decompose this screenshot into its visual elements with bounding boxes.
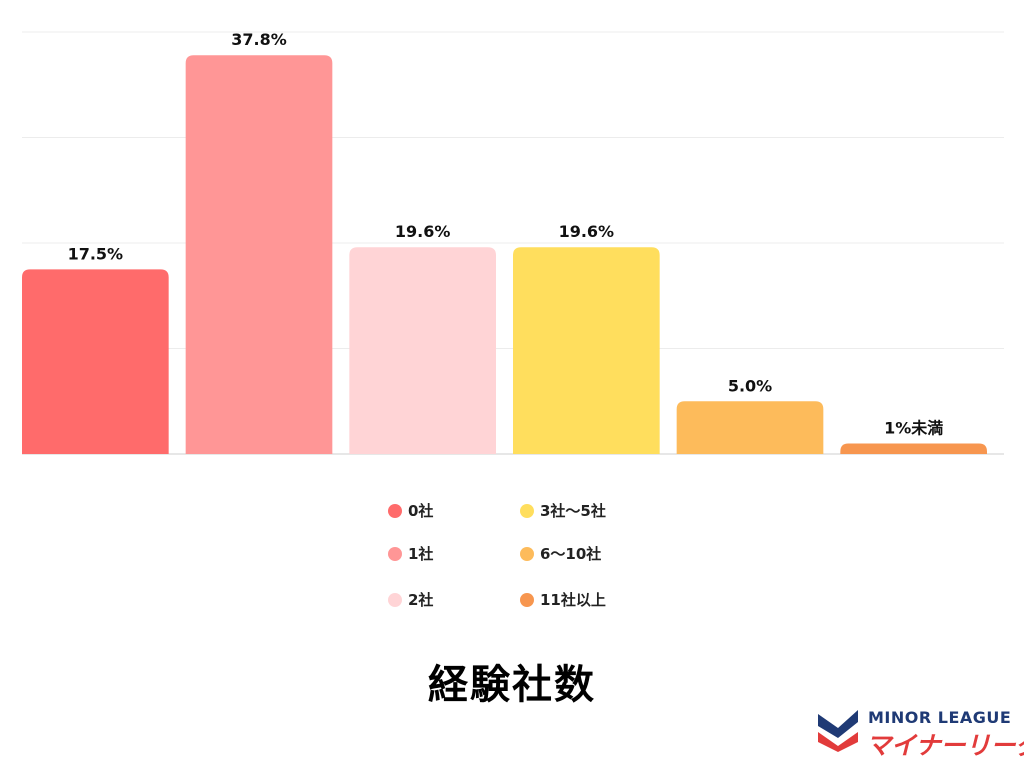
data-label: 5.0% (728, 376, 772, 395)
legend-item: 1社 (388, 543, 433, 564)
legend-label: 3社〜5社 (540, 502, 606, 520)
data-label: 1%未満 (884, 418, 943, 437)
legend-swatch (520, 546, 534, 561)
legend-swatch (388, 503, 402, 518)
legend-label: 1社 (408, 545, 434, 563)
logo-text-en: MINOR LEAGUE (868, 708, 1012, 727)
chart-title: 経験社数 (428, 662, 596, 708)
legend-swatch (388, 546, 402, 561)
logo-mark-icon (818, 710, 858, 752)
legend-label: 0社 (408, 502, 434, 520)
legend-item: 11社以上 (520, 589, 606, 610)
bar-4 (513, 247, 660, 454)
bar-1 (22, 269, 169, 454)
legend-swatch (520, 503, 534, 518)
data-label: 19.6% (559, 222, 615, 241)
bar-5 (676, 401, 824, 454)
logo-text-jp: マイナーリーグ (866, 731, 1024, 760)
legend-label: 11社以上 (540, 591, 606, 609)
legend-swatch (388, 592, 402, 607)
bar-chart: 17.5% 37.8% 19.6% 19.6% 5.0% 1%未満 (22, 30, 1004, 455)
bar-6 (840, 443, 987, 454)
legend-item: 0社 (388, 500, 433, 521)
bar-2 (185, 55, 333, 455)
legend-swatch (520, 592, 534, 607)
bar-3 (349, 247, 496, 454)
data-label: 19.6% (395, 222, 451, 241)
legend-label: 2社 (408, 591, 434, 609)
data-label: 37.8% (231, 30, 287, 49)
data-label: 17.5% (68, 244, 124, 263)
minor-league-logo: MINOR LEAGUE マイナーリーグ (814, 704, 1024, 760)
legend-label: 6〜10社 (540, 545, 602, 563)
legend-item: 6〜10社 (520, 543, 601, 564)
legend-item: 3社〜5社 (520, 500, 606, 521)
legend-item: 2社 (388, 589, 433, 610)
